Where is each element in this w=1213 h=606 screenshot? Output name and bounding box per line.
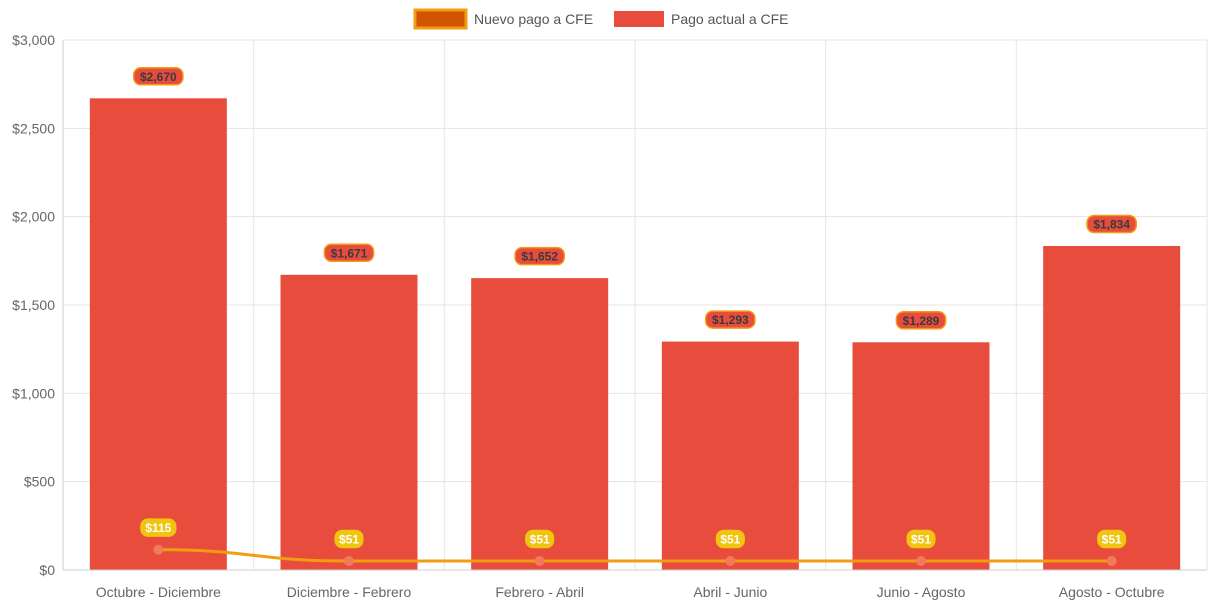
bar-data-label-bg: [514, 246, 566, 266]
line-series-nuevo-pago: [153, 544, 1117, 566]
y-tick-label: $2,000: [12, 209, 55, 225]
y-tick-label: $3,000: [12, 32, 55, 48]
line-point[interactable]: [725, 555, 736, 566]
x-tick-label: Octubre - Diciembre: [96, 584, 221, 600]
x-tick-label: Agosto - Octubre: [1059, 584, 1165, 600]
x-tick-label: Febrero - Abril: [495, 584, 584, 600]
line-point[interactable]: [916, 555, 926, 566]
bar[interactable]: [280, 274, 418, 570]
line-data-label-text: $51: [339, 532, 359, 546]
bar-data-label: $1,671: [323, 243, 375, 263]
legend[interactable]: Nuevo pago a CFE Pago actual a CFE: [413, 8, 789, 30]
line-point[interactable]: [1106, 555, 1117, 566]
bar-data-label-text: $1,652: [521, 250, 558, 264]
line-data-label: $51: [525, 529, 555, 549]
line-data-label: $51: [906, 529, 936, 549]
y-tick-label: $2,500: [12, 120, 55, 136]
legend-label: Pago actual a CFE: [671, 11, 789, 27]
y-tick-label: $0: [39, 562, 55, 578]
bar-data-label: $1,834: [1086, 214, 1138, 234]
bar-data-labels: $2,670 $1,671 $1,652 $1,293 $1,289 $1,834: [132, 67, 1138, 330]
line-data-label: $51: [334, 529, 364, 549]
bar-data-label: $1,289: [895, 311, 947, 330]
line-data-labels: $115 $51 $51 $51 $51 $51: [140, 518, 1127, 549]
line-point[interactable]: [344, 555, 354, 566]
bar-data-label-text: $2,670: [140, 70, 177, 84]
line-data-label-bg: [715, 529, 745, 549]
x-tick-label: Abril - Junio: [693, 584, 767, 600]
bar-data-label-text: $1,289: [903, 314, 940, 328]
x-tick-label: Junio - Agosto: [877, 584, 966, 600]
x-tick-label: Diciembre - Febrero: [287, 584, 412, 600]
bar-data-label-bg: [704, 310, 756, 329]
line-data-label: $51: [1097, 529, 1127, 549]
bar-data-label-text: $1,671: [331, 246, 368, 260]
bar-data-label-text: $1,834: [1093, 217, 1130, 231]
legend-swatch-bar: [614, 11, 664, 27]
line-data-label: $51: [715, 529, 745, 549]
legend-swatch-line: [413, 8, 468, 30]
line-data-label-text: $51: [720, 532, 740, 546]
line-data-label-text: $51: [530, 532, 550, 546]
legend-item-nuevo-pago[interactable]: Nuevo pago a CFE: [413, 8, 593, 30]
bar-data-label-bg: [323, 243, 375, 263]
line-data-label-text: $115: [145, 521, 171, 535]
line-path: [158, 548, 1112, 563]
line-data-label-bg: [906, 529, 936, 549]
line-data-label-bg: [1097, 529, 1127, 549]
bar[interactable]: [89, 98, 227, 571]
y-tick-label: $500: [24, 474, 55, 490]
y-tick-label: $1,500: [12, 297, 55, 313]
bar-data-label-bg: [895, 311, 947, 330]
line-data-label-bg: [334, 529, 364, 549]
bar-data-label-bg: [132, 67, 184, 86]
line-data-label-text: $51: [1102, 532, 1122, 546]
bar[interactable]: [1043, 245, 1181, 570]
bar-data-label-text: $1,293: [712, 313, 749, 327]
line-data-label-text: $51: [911, 532, 931, 546]
bar-data-label: $1,652: [514, 246, 566, 266]
line-data-label-bg: [140, 518, 177, 537]
x-axis: Octubre - Diciembre Diciembre - Febrero Fe…: [63, 569, 1207, 600]
bar-data-label-bg: [1086, 214, 1138, 234]
line-point[interactable]: [534, 555, 545, 566]
line-data-label-bg: [525, 529, 555, 549]
legend-label: Nuevo pago a CFE: [474, 11, 593, 27]
grid-lines: [62, 39, 1208, 571]
bar[interactable]: [471, 278, 609, 570]
line-point[interactable]: [153, 544, 164, 555]
legend-item-pago-actual[interactable]: Pago actual a CFE: [614, 11, 789, 27]
y-tick-label: $1,000: [12, 385, 55, 401]
y-axis: $0 $500 $1,000 $1,500 $2,000 $2,500 $3,000: [12, 32, 64, 578]
line-data-label: $115: [140, 518, 177, 537]
bar-data-label: $2,670: [132, 67, 184, 86]
bar-data-label: $1,293: [704, 310, 756, 329]
